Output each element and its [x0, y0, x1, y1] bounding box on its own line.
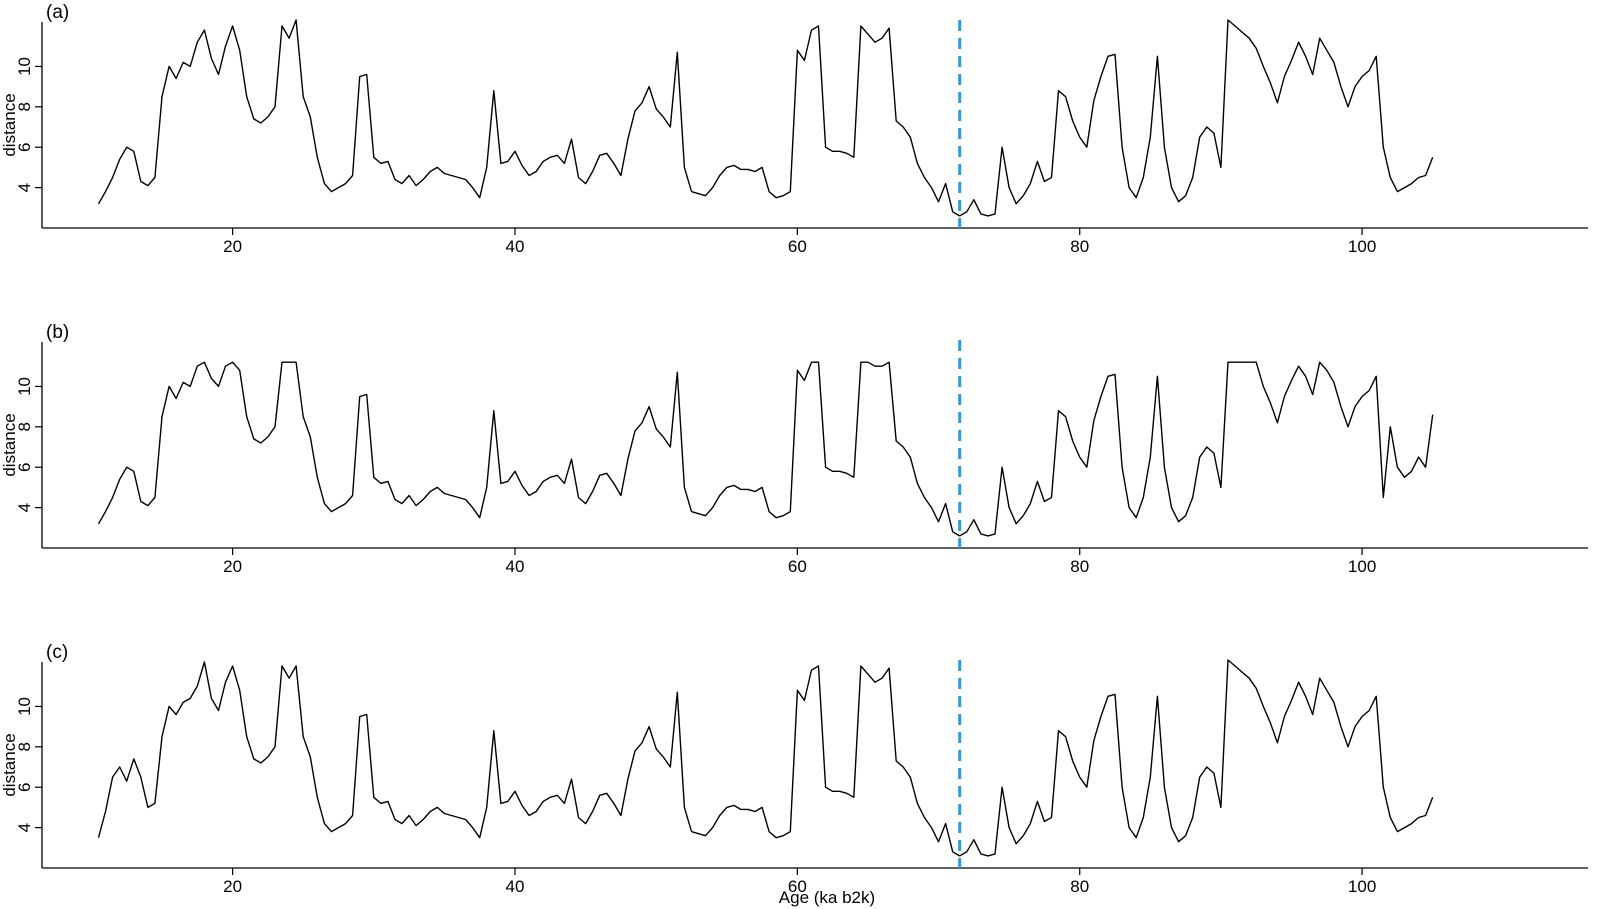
x-tick-label: 100: [1348, 237, 1376, 256]
y-axis-title: distance: [0, 93, 19, 156]
y-tick-label: 8: [15, 102, 34, 111]
x-tick-label: 20: [223, 877, 242, 896]
panel-label: (b): [46, 322, 69, 343]
panel-label: (c): [46, 642, 68, 663]
y-tick-label: 8: [15, 422, 34, 431]
x-axis-title: Age (ka b2k): [779, 888, 875, 907]
data-line: [97, 19, 1434, 217]
y-tick-label: 4: [15, 183, 34, 192]
y-tick-label: 10: [15, 697, 34, 716]
x-tick-label: 80: [1070, 557, 1089, 576]
panel-c: (c) 20 40 60 80 100 4 6 8 10 distance: [0, 642, 1588, 896]
y-tick-label: 10: [15, 377, 34, 396]
x-tick-label: 80: [1070, 237, 1089, 256]
data-line: [97, 659, 1434, 857]
y-tick-label: 6: [15, 142, 34, 151]
x-tick-label: 20: [223, 557, 242, 576]
x-tick-label: 60: [788, 877, 807, 896]
y-axis-title: distance: [0, 413, 19, 476]
y-tick-label: 6: [15, 782, 34, 791]
panel-a: (a) 20 40 60 80 100 4 6 8 10 distance: [0, 2, 1588, 256]
panel-label: (a): [46, 2, 69, 23]
y-tick-label: 10: [15, 57, 34, 76]
x-tick-label: 60: [788, 557, 807, 576]
x-tick-label: 40: [506, 877, 525, 896]
panel-b: (b) 20 40 60 80 100 4 6 8 10 distance: [0, 322, 1588, 576]
x-tick-label: 100: [1348, 877, 1376, 896]
x-tick-label: 40: [506, 557, 525, 576]
y-tick-label: 4: [15, 823, 34, 832]
y-tick-label: 4: [15, 503, 34, 512]
data-line: [97, 361, 1434, 537]
y-axis-title: distance: [0, 733, 19, 796]
y-tick-label: 8: [15, 742, 34, 751]
x-tick-label: 80: [1070, 877, 1089, 896]
x-tick-label: 60: [788, 237, 807, 256]
panels: (a) 20 40 60 80 100 4 6 8 10 distance (b) 20 40 60 80 10…: [0, 2, 1588, 896]
x-tick-label: 100: [1348, 557, 1376, 576]
x-tick-label: 20: [223, 237, 242, 256]
y-tick-label: 6: [15, 462, 34, 471]
x-tick-label: 40: [506, 237, 525, 256]
